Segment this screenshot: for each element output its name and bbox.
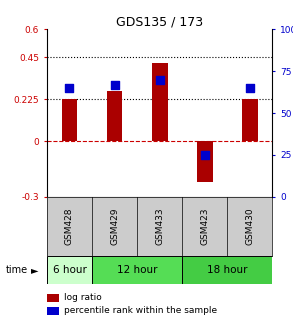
- Text: 12 hour: 12 hour: [117, 265, 157, 275]
- Bar: [152, 63, 168, 141]
- Point: [157, 77, 162, 82]
- Bar: [62, 99, 77, 141]
- Text: GSM433: GSM433: [155, 207, 164, 245]
- Point: [112, 82, 117, 87]
- Bar: [47, 256, 92, 284]
- Point: [67, 85, 72, 91]
- Bar: [242, 99, 258, 141]
- Text: GSM430: GSM430: [246, 207, 254, 245]
- Text: ►: ►: [31, 265, 39, 275]
- Title: GDS135 / 173: GDS135 / 173: [116, 15, 203, 28]
- Point: [248, 85, 252, 91]
- Text: 18 hour: 18 hour: [207, 265, 248, 275]
- Bar: [92, 256, 182, 284]
- Text: time: time: [6, 265, 28, 275]
- Text: GSM423: GSM423: [200, 208, 209, 245]
- Text: GSM429: GSM429: [110, 208, 119, 245]
- Text: 6 hour: 6 hour: [52, 265, 86, 275]
- Text: GSM428: GSM428: [65, 208, 74, 245]
- Text: percentile rank within the sample: percentile rank within the sample: [64, 306, 218, 315]
- Point: [202, 152, 207, 158]
- Bar: [182, 256, 272, 284]
- Bar: [197, 141, 213, 182]
- Bar: [107, 91, 122, 141]
- Text: log ratio: log ratio: [64, 293, 102, 302]
